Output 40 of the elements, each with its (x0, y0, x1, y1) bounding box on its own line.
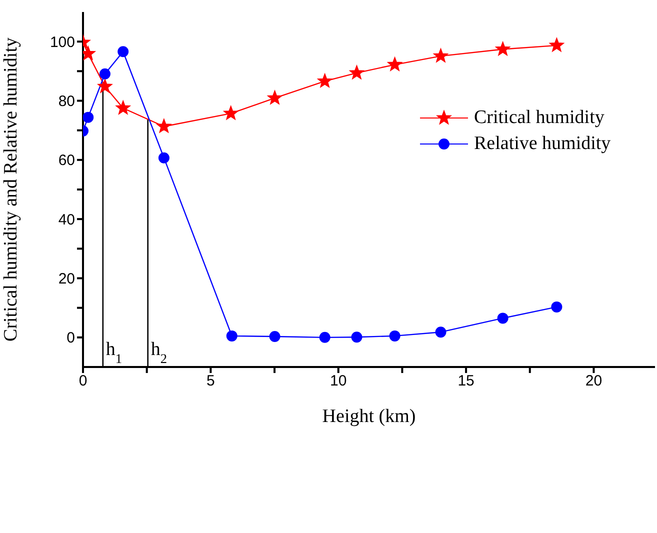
point (99, 68, 110, 80)
y-axis-title: Critical humidity and Relative humidity (0, 37, 22, 342)
point (118, 46, 129, 58)
point (388, 57, 402, 71)
point (156, 118, 172, 133)
x-tick-label: 10 (330, 372, 347, 390)
x-axis-title: Height (km) (322, 406, 416, 427)
y-tick-label: 80 (58, 93, 75, 110)
point (350, 65, 364, 80)
y-tick-label: 40 (58, 211, 75, 228)
point (389, 330, 400, 342)
point (434, 48, 448, 62)
point (224, 106, 238, 120)
point (550, 38, 564, 52)
x-tick-label: 0 (78, 372, 88, 390)
point (318, 74, 332, 88)
ref-line-label: h$_{2}$ (150, 339, 168, 366)
point (435, 326, 446, 338)
x-tick-label: 20 (585, 372, 602, 390)
point (226, 330, 238, 342)
point (116, 100, 130, 114)
x-tick-label: 15 (458, 372, 474, 390)
y-tick-label: 0 (66, 330, 75, 347)
legend-label: Relative humidity (474, 133, 611, 155)
x-tick-label: 5 (206, 372, 215, 390)
y-tick-label: 100 (50, 34, 75, 51)
point (83, 112, 94, 123)
point (269, 331, 280, 342)
point (319, 332, 330, 343)
ref-line-label: h$_{1}$ (106, 339, 122, 366)
y-tick-label: 60 (58, 152, 75, 170)
point (351, 332, 362, 343)
point (158, 152, 170, 164)
point (551, 301, 562, 312)
point (98, 79, 112, 93)
y-tick-label: 20 (58, 270, 75, 288)
point (496, 42, 510, 56)
legend-label: Critical humidity (474, 107, 604, 129)
point (268, 90, 282, 104)
point (497, 312, 508, 324)
